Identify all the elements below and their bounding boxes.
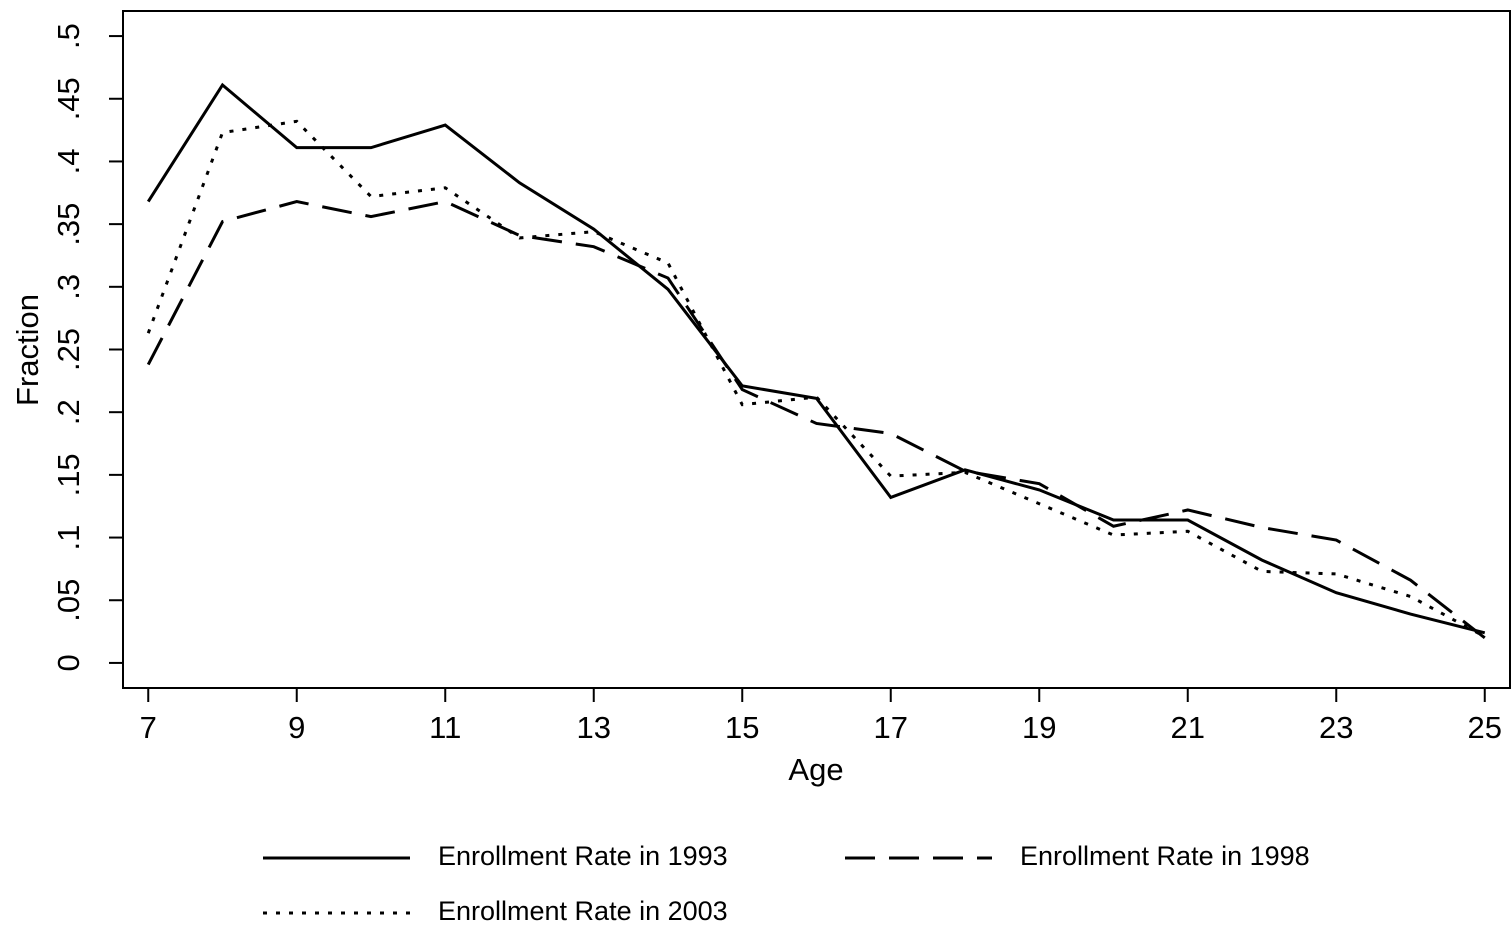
series-line (146, 82, 1486, 635)
y-tick-label: .1 (51, 525, 86, 551)
y-tick-label: .2 (51, 399, 86, 425)
x-tick-label: 21 (1171, 710, 1205, 745)
y-tick-label: .45 (51, 77, 86, 120)
y-tick-label: 0 (51, 654, 86, 671)
series-line (146, 199, 1486, 640)
y-tick-label: .3 (51, 274, 86, 300)
y-tick-label: .35 (51, 203, 86, 246)
y-tick-label: .15 (51, 453, 86, 496)
x-tick-label: 13 (577, 710, 611, 745)
x-tick-label: 25 (1468, 710, 1502, 745)
y-tick-label: .25 (51, 328, 86, 371)
legend-label: Enrollment Rate in 2003 (438, 896, 728, 926)
x-axis-title: Age (788, 752, 843, 787)
y-axis-title: Fraction (10, 294, 45, 406)
x-tick-label: 15 (725, 710, 759, 745)
y-tick-label: .5 (51, 23, 86, 49)
series-line (146, 119, 1486, 638)
y-tick-label: .4 (51, 149, 86, 175)
x-tick-label: 9 (288, 710, 305, 745)
legend-label: Enrollment Rate in 1998 (1020, 841, 1310, 871)
x-tick-label: 7 (140, 710, 157, 745)
y-tick-label: .05 (51, 579, 86, 622)
x-tick-label: 17 (874, 710, 908, 745)
legend-label: Enrollment Rate in 1993 (438, 841, 728, 871)
x-tick-label: 11 (429, 710, 461, 745)
x-tick-label: 19 (1022, 710, 1056, 745)
x-tick-label: 23 (1319, 710, 1353, 745)
plot-frame (122, 10, 1511, 689)
